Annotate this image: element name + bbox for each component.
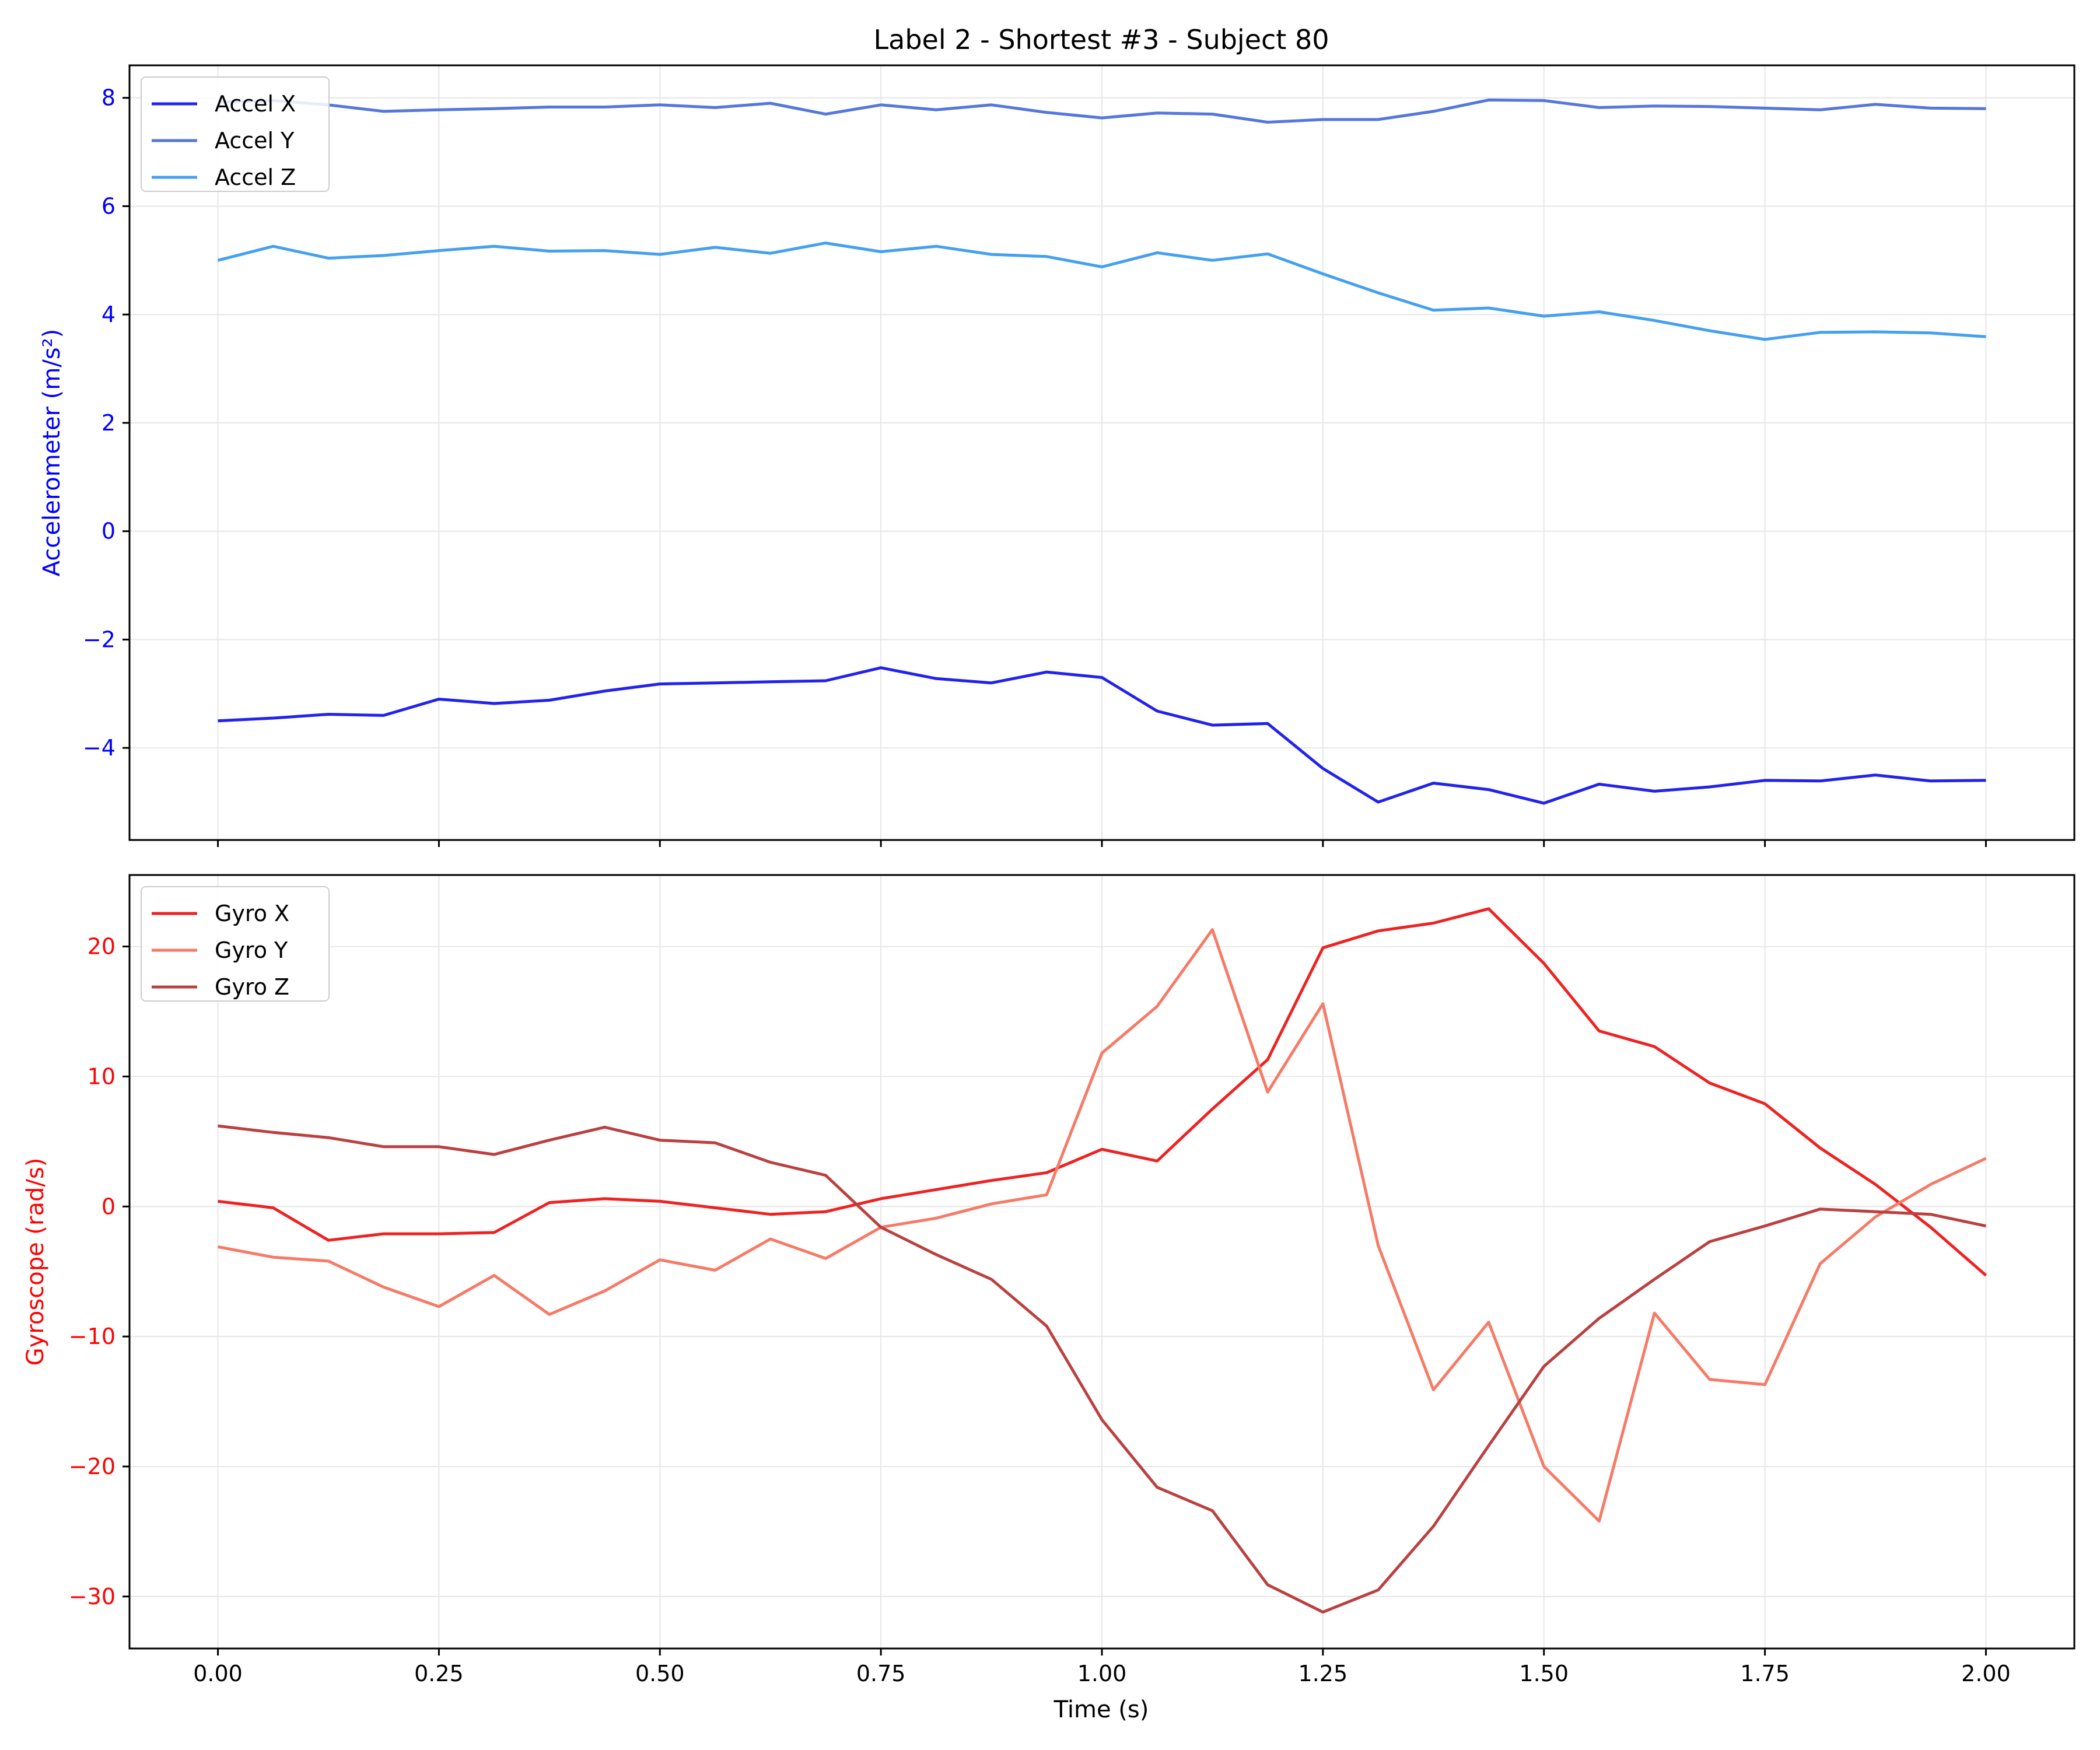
x-tick-label: 1.00 — [1077, 1661, 1127, 1686]
legend: Gyro X Gyro Y Gyro Z — [141, 886, 330, 1002]
y-tick-label: −2 — [83, 626, 116, 652]
x-tick-label: 0.25 — [414, 1661, 464, 1686]
legend: Accel X Accel Y Accel Z — [141, 76, 330, 192]
x-tick-label: 0.00 — [193, 1661, 243, 1686]
gyroscope-panel: 20 10 0 −10 −20 −30 0.00 0.25 0.50 0.75 1.00 1.25 1.… — [22, 874, 2076, 1686]
y-tick-label: 0 — [102, 519, 116, 544]
legend-label: Accel Y — [215, 128, 295, 153]
series-line-accel-y — [218, 98, 1986, 124]
y-tick-label: 0 — [102, 1194, 116, 1219]
x-tick-label: 1.75 — [1740, 1661, 1790, 1686]
y-tick-label: −30 — [69, 1584, 116, 1609]
legend-label: Gyro Y — [215, 937, 288, 963]
y-tick-label: 6 — [102, 193, 116, 219]
series-line-gyro-x — [218, 907, 1987, 1277]
y-tick-label: 20 — [88, 934, 116, 960]
y-axis-label: Gyroscope (rad/s) — [22, 1158, 49, 1366]
x-axis-label: Time (s) — [1054, 1696, 1149, 1723]
y-axis-label: Accelerometer (m/s²) — [38, 329, 65, 577]
x-tick-label: 2.00 — [1961, 1661, 2011, 1686]
y-tick-label: 8 — [102, 85, 116, 111]
y-tick-label: 2 — [102, 410, 116, 436]
x-tick-label: 0.75 — [856, 1661, 906, 1686]
series-line-accel-x — [218, 666, 1986, 805]
y-tick-label: −4 — [83, 735, 116, 761]
y-tick-label: 4 — [102, 302, 116, 327]
legend-label: Gyro Z — [215, 974, 289, 1000]
legend-label: Accel Z — [215, 164, 296, 190]
series-line-gyro-z — [218, 1124, 1987, 1614]
x-tick-label: 1.50 — [1519, 1661, 1569, 1686]
x-tick-label: 1.25 — [1298, 1661, 1348, 1686]
y-tick-label: −10 — [69, 1324, 116, 1349]
series-line-gyro-y — [218, 928, 1987, 1523]
y-tick-label: −20 — [69, 1454, 116, 1479]
series-line-accel-z — [217, 242, 1986, 341]
y-tick-label: 10 — [88, 1063, 116, 1089]
legend-box — [141, 886, 330, 1002]
legend-label: Gyro X — [215, 901, 289, 926]
x-tick-label: 0.50 — [635, 1661, 685, 1686]
chart-title: Label 2 - Shortest #3 - Subject 80 — [874, 24, 1329, 55]
legend-label: Accel X — [215, 91, 296, 117]
legend-box — [141, 76, 330, 192]
